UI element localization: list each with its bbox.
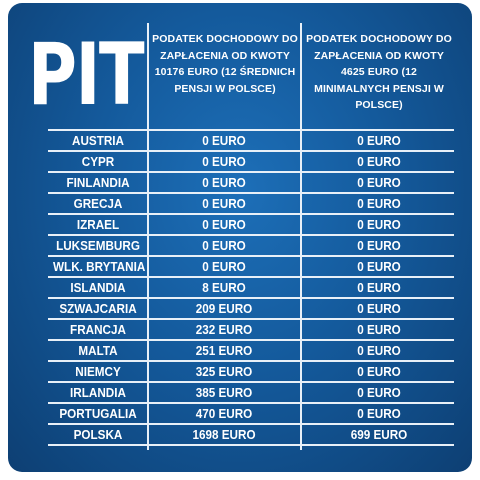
row-divider — [48, 360, 454, 362]
average-salary-tax-cell: 0 EURO — [202, 175, 246, 190]
country-cell: POLSKA — [73, 427, 123, 442]
minimum-salary-tax-cell: 0 EURO — [357, 196, 401, 211]
table-row: FINLANDIA 0 EURO 0 EURO — [8, 172, 472, 193]
average-salary-tax-cell: 0 EURO — [202, 259, 246, 274]
minimum-salary-tax-cell: 0 EURO — [357, 280, 401, 295]
country-cell: NIEMCY — [75, 364, 121, 379]
table-row: MALTA 251 EURO 0 EURO — [8, 340, 472, 361]
average-salary-tax-cell: 0 EURO — [202, 133, 246, 148]
row-divider — [48, 276, 454, 278]
minimum-salary-tax-cell: 0 EURO — [357, 343, 401, 358]
row-divider — [48, 402, 454, 404]
minimum-salary-tax-cell: 0 EURO — [357, 301, 401, 316]
average-salary-tax-cell: 385 EURO — [195, 385, 253, 400]
country-cell: FRANCJA — [70, 322, 126, 337]
minimum-salary-tax-cell: 0 EURO — [357, 406, 401, 421]
column-header-average-salary: PODATEK DOCHODOWY DO ZAPŁACENIA OD KWOTY… — [152, 33, 298, 95]
average-salary-tax-cell: 0 EURO — [202, 196, 246, 211]
country-cell: CYPR — [81, 154, 115, 169]
pit-table-card: PIT PODATEK DOCHODOWY DO ZAPŁACENIA OD K… — [8, 3, 472, 472]
average-salary-tax-cell: 0 EURO — [202, 217, 246, 232]
average-salary-tax-cell: 251 EURO — [195, 343, 253, 358]
country-cell: FINLANDIA — [66, 175, 130, 190]
row-divider — [48, 423, 454, 425]
column-divider — [147, 23, 149, 450]
country-cell: PORTUGALIA — [59, 406, 137, 421]
row-divider — [48, 234, 454, 236]
row-divider — [48, 150, 454, 152]
row-divider — [48, 381, 454, 383]
row-divider — [48, 129, 454, 131]
row-divider — [48, 192, 454, 194]
country-cell: WLK. BRYTANIA — [53, 259, 146, 274]
country-cell: AUSTRIA — [71, 133, 125, 148]
average-salary-tax-cell: 232 EURO — [195, 322, 253, 337]
table-row: ISLANDIA 8 EURO 0 EURO — [8, 277, 472, 298]
minimum-salary-tax-cell: 0 EURO — [357, 217, 401, 232]
average-salary-tax-cell: 325 EURO — [195, 364, 253, 379]
country-cell: MALTA — [78, 343, 118, 358]
column-divider — [300, 23, 302, 450]
table-row: PORTUGALIA 470 EURO 0 EURO — [8, 403, 472, 424]
table-row: LUKSEMBURG 0 EURO 0 EURO — [8, 235, 472, 256]
row-divider — [48, 339, 454, 341]
table-row: SZWAJCARIA 209 EURO 0 EURO — [8, 298, 472, 319]
row-divider — [48, 318, 454, 320]
table-row: IZRAEL 0 EURO 0 EURO — [8, 214, 472, 235]
minimum-salary-tax-cell: 0 EURO — [357, 385, 401, 400]
table-row: FRANCJA 232 EURO 0 EURO — [8, 319, 472, 340]
row-divider — [48, 255, 454, 257]
minimum-salary-tax-cell: 0 EURO — [357, 133, 401, 148]
country-cell: IZRAEL — [76, 217, 120, 232]
average-salary-tax-cell: 0 EURO — [202, 154, 246, 169]
average-salary-tax-cell: 1698 EURO — [192, 427, 256, 442]
average-salary-tax-cell: 470 EURO — [195, 406, 253, 421]
minimum-salary-tax-cell: 699 EURO — [350, 427, 408, 442]
minimum-salary-tax-cell: 0 EURO — [357, 238, 401, 253]
table-row: NIEMCY 325 EURO 0 EURO — [8, 361, 472, 382]
country-cell: ISLANDIA — [70, 280, 126, 295]
minimum-salary-tax-cell: 0 EURO — [357, 175, 401, 190]
country-cell: IRLANDIA — [70, 385, 126, 400]
row-divider — [48, 297, 454, 299]
average-salary-tax-cell: 209 EURO — [195, 301, 253, 316]
table-row: AUSTRIA 0 EURO 0 EURO — [8, 130, 472, 151]
average-salary-tax-cell: 8 EURO — [202, 280, 246, 295]
table-row: GRECJA 0 EURO 0 EURO — [8, 193, 472, 214]
minimum-salary-tax-cell: 0 EURO — [357, 364, 401, 379]
column-header-minimum-salary: PODATEK DOCHODOWY DO ZAPŁACENIA OD KWOTY… — [306, 33, 452, 111]
country-cell: GRECJA — [73, 196, 123, 211]
minimum-salary-tax-cell: 0 EURO — [357, 154, 401, 169]
row-divider — [48, 444, 454, 446]
pit-title: PIT — [27, 25, 145, 125]
table-row: CYPR 0 EURO 0 EURO — [8, 151, 472, 172]
table-row: WLK. BRYTANIA 0 EURO 0 EURO — [8, 256, 472, 277]
table-row: IRLANDIA 385 EURO 0 EURO — [8, 382, 472, 403]
table-row: POLSKA 1698 EURO 699 EURO — [8, 424, 472, 445]
row-divider — [48, 213, 454, 215]
minimum-salary-tax-cell: 0 EURO — [357, 322, 401, 337]
row-divider — [48, 171, 454, 173]
minimum-salary-tax-cell: 0 EURO — [357, 259, 401, 274]
country-cell: LUKSEMBURG — [56, 238, 140, 253]
country-cell: SZWAJCARIA — [59, 301, 137, 316]
average-salary-tax-cell: 0 EURO — [202, 238, 246, 253]
